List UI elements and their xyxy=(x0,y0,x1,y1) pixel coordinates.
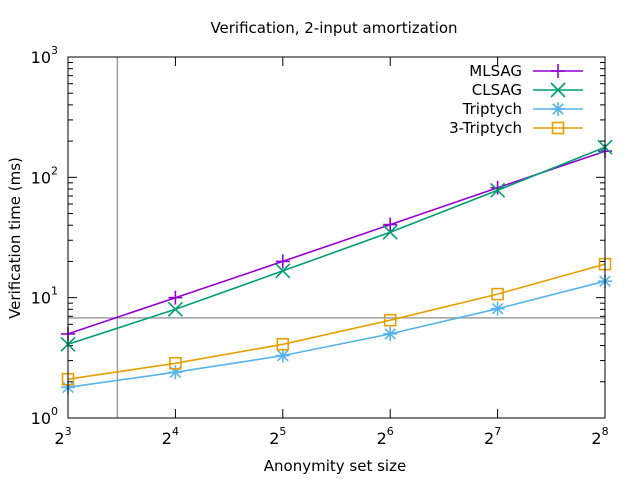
legend-label-triptych: Triptych xyxy=(462,100,522,118)
data-point-clsag xyxy=(490,182,506,198)
x-tick-label: 26 xyxy=(377,425,394,448)
y-tick-label: 100 xyxy=(31,405,58,428)
x-tick-label: 27 xyxy=(484,425,501,448)
data-series xyxy=(60,139,613,395)
legend-label-mlsag: MLSAG xyxy=(469,62,522,80)
y-tick-label: 103 xyxy=(31,44,58,67)
legend-marker-clsag xyxy=(550,82,566,98)
data-point-3-triptych xyxy=(169,356,182,370)
y-tick-label: 101 xyxy=(31,285,58,308)
series-mlsag xyxy=(61,144,612,341)
data-point-3-triptych xyxy=(383,313,397,327)
data-point-clsag xyxy=(167,301,183,317)
reference-lines xyxy=(68,57,605,418)
data-point-3-triptych xyxy=(276,337,290,351)
legend-marker-3-triptych xyxy=(551,121,565,135)
series-line-clsag xyxy=(67,146,606,346)
data-point-clsag xyxy=(382,224,398,240)
x-tick-label: 24 xyxy=(162,425,179,448)
data-point-triptych xyxy=(383,326,398,341)
data-point-clsag xyxy=(275,263,291,279)
data-point-mlsag xyxy=(275,254,290,269)
plot-frame xyxy=(67,56,606,419)
x-axis-title: Anonymity set size xyxy=(264,457,406,475)
axis-ticks xyxy=(67,56,606,419)
data-point-mlsag xyxy=(383,217,398,232)
chart-title: Verification, 2-input amortization xyxy=(210,19,457,37)
series-clsag xyxy=(60,139,613,352)
legend-marker-mlsag xyxy=(551,64,565,78)
legend-label-clsag: CLSAG xyxy=(472,81,522,99)
x-tick-labels: 23 24 25 26 27 28 xyxy=(54,425,608,448)
series-line-mlsag xyxy=(67,150,606,335)
data-point-3-triptych xyxy=(491,287,504,301)
series-line-3-triptych xyxy=(67,263,606,380)
legend-marker-triptych xyxy=(551,102,565,116)
legend-label-3-triptych: 3-Triptych xyxy=(449,119,522,137)
series-triptych xyxy=(61,274,612,395)
y-tick-label: 102 xyxy=(31,164,58,187)
data-point-mlsag xyxy=(168,290,183,305)
x-tick-label: 23 xyxy=(54,425,71,448)
data-point-triptych xyxy=(490,301,505,316)
y-axis-title: Verification time (ms) xyxy=(6,157,24,319)
series-line-triptych xyxy=(67,280,606,389)
y-tick-labels: 100 101 102 103 xyxy=(31,44,58,428)
x-tick-label: 25 xyxy=(269,425,286,448)
data-point-triptych xyxy=(275,348,290,363)
x-tick-label: 28 xyxy=(591,425,608,448)
series-3-triptych xyxy=(61,257,612,386)
